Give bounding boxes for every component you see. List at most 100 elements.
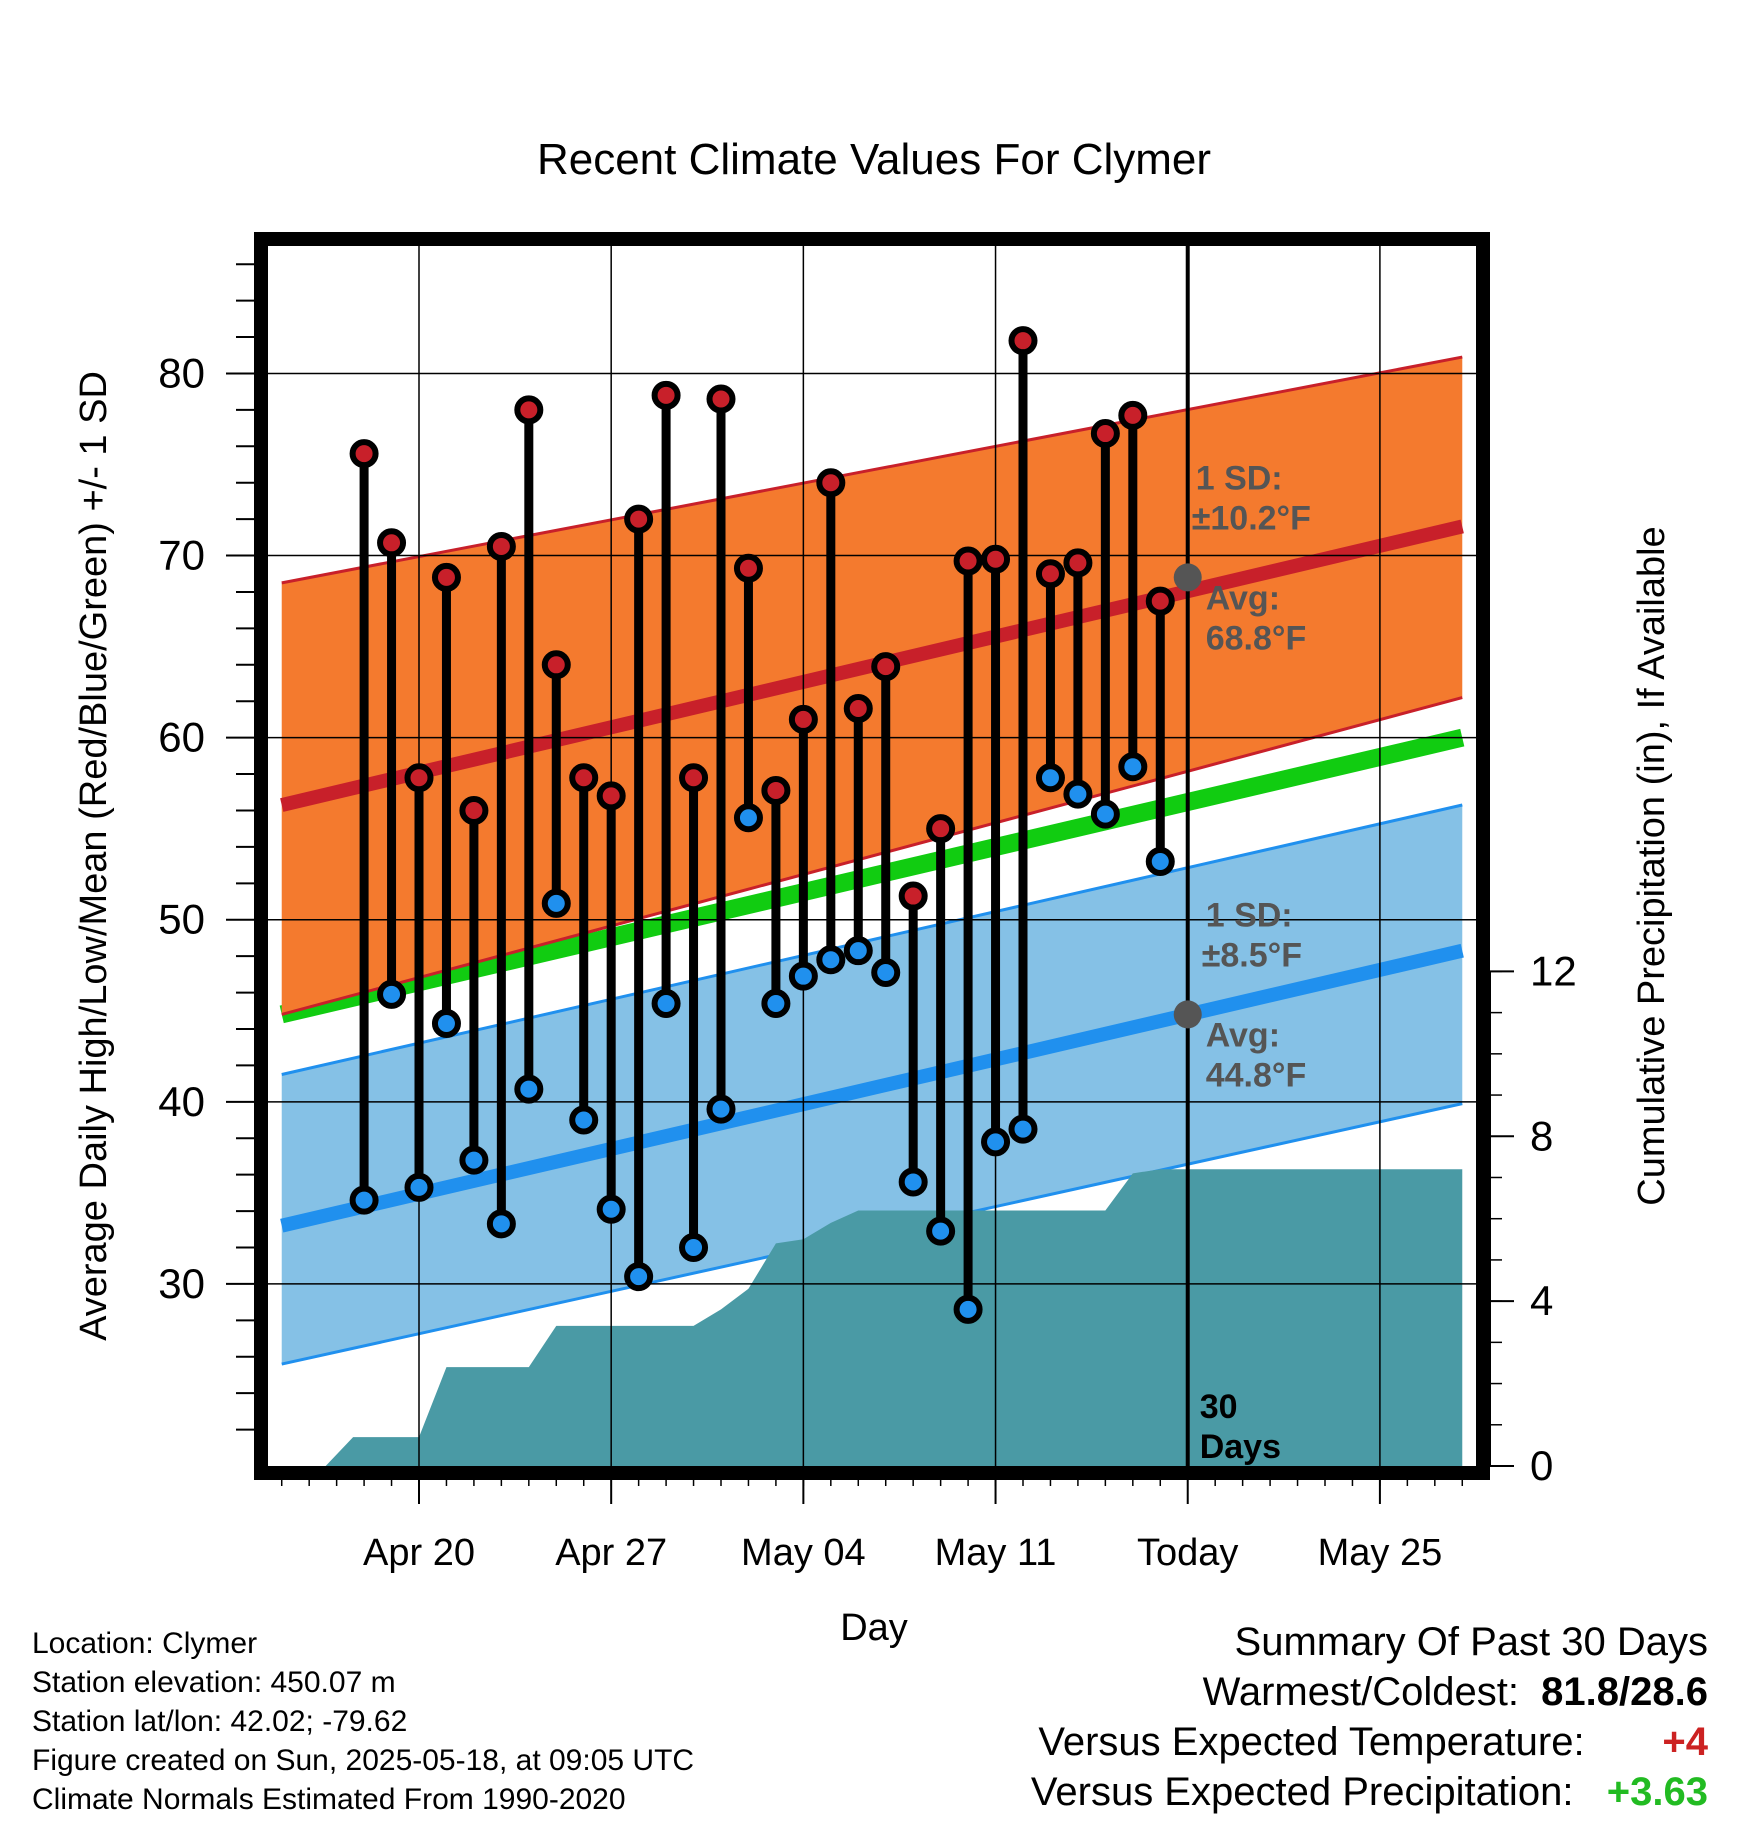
high-point: [1063, 548, 1093, 578]
high-point: [624, 504, 654, 534]
footer-elevation: Station elevation: 450.07 m: [32, 1666, 396, 1699]
summary-warmest-value: 81.8/28.6: [1541, 1670, 1708, 1714]
high-point: [761, 775, 791, 805]
summary-temp-row: Versus Expected Temperature: +4: [1038, 1720, 1708, 1765]
high-point: [349, 439, 379, 469]
summary-precip-value: +3.63: [1606, 1770, 1708, 1814]
footer-normals: Climate Normals Estimated From 1990-2020: [32, 1783, 626, 1816]
low-point: [1118, 752, 1148, 782]
footer-latlon: Station lat/lon: 42.02; -79.62: [32, 1705, 408, 1738]
high-point: [981, 544, 1011, 574]
high-point: [926, 814, 956, 844]
low-avg-value: 44.8°F: [1206, 1056, 1307, 1094]
low-point: [981, 1127, 1011, 1157]
high-sd-value: ±10.2°F: [1192, 499, 1311, 537]
summary-precip-row: Versus Expected Precipitation: +3.63: [1031, 1770, 1708, 1815]
x-tick-label: May 11: [935, 1532, 1057, 1574]
x-tick-label: Today: [1137, 1532, 1238, 1574]
high-point: [898, 881, 928, 911]
y-tick-label: 30: [158, 1260, 205, 1307]
high-point: [1035, 559, 1065, 589]
y2-tick-label: 8: [1530, 1112, 1553, 1159]
low-point: [1063, 779, 1093, 809]
summary-precip-label: Versus Expected Precipitation:: [1030, 1770, 1574, 1814]
low-sd-label: 1 SD:: [1206, 896, 1293, 934]
high-point: [871, 652, 901, 682]
low-point: [569, 1105, 599, 1135]
high-point: [596, 781, 626, 811]
plot-area: [268, 246, 1476, 1466]
low-point: [1090, 799, 1120, 829]
high-point: [486, 531, 516, 561]
low-point: [1035, 763, 1065, 793]
low-point: [596, 1194, 626, 1224]
summary-heading: Summary Of Past 30 Days: [1234, 1620, 1708, 1664]
low-sd-value: ±8.5°F: [1202, 936, 1302, 974]
summary-temp-value: +4: [1662, 1720, 1708, 1764]
low-point: [733, 803, 763, 833]
high-point: [1145, 586, 1175, 616]
low-point: [624, 1262, 654, 1292]
high-point: [733, 553, 763, 583]
high-point: [816, 468, 846, 498]
low-point: [843, 936, 873, 966]
y2-axis-title: Cumulative Precipitation (in), If Availa…: [1631, 526, 1673, 1205]
x-tick-label: May 04: [741, 1532, 866, 1574]
low-point: [953, 1294, 983, 1324]
high-point: [1008, 326, 1038, 356]
low-sd-band-upper-edge: [281, 803, 1463, 1076]
high-point: [953, 546, 983, 576]
y2-tick-label: 4: [1530, 1277, 1553, 1324]
x-tick-label: Apr 20: [363, 1532, 475, 1574]
low-point: [486, 1209, 516, 1239]
high-sd-band-lower-edge: [281, 696, 1463, 1016]
high-avg-label: Avg:: [1206, 579, 1280, 617]
low-point: [926, 1216, 956, 1246]
chart-title: Recent Climate Values For Clymer: [537, 135, 1211, 184]
y-tick-label: 40: [158, 1078, 205, 1125]
today-days-label-1: 30: [1200, 1388, 1238, 1426]
y-tick-label: 80: [158, 349, 205, 396]
high-sd-band: [281, 357, 1463, 1015]
today-days-label-2: Days: [1200, 1428, 1281, 1466]
low-point: [1145, 846, 1175, 876]
mean-normal-line: [279, 728, 1465, 1024]
y2-tick-label: 12: [1530, 947, 1577, 994]
high-point: [788, 704, 818, 734]
high-point: [541, 650, 571, 680]
low-point: [871, 958, 901, 988]
low-point: [706, 1094, 736, 1124]
high-sd-band-upper-edge: [281, 355, 1463, 585]
summary-warmest-label: Warmest/Coldest:: [1202, 1670, 1519, 1714]
low-point: [679, 1232, 709, 1262]
y-tick-label: 50: [158, 896, 205, 943]
x-tick-label: May 25: [1318, 1532, 1443, 1574]
plot-frame: [254, 232, 1490, 1480]
low-point: [514, 1074, 544, 1104]
low-point: [431, 1009, 461, 1039]
high-point: [706, 384, 736, 414]
summary-warmest-row: Warmest/Coldest: 81.8/28.6: [1203, 1670, 1708, 1715]
low-point: [459, 1145, 489, 1175]
high-point: [377, 528, 407, 558]
low-point: [349, 1185, 379, 1215]
high-avg-marker: [1173, 563, 1202, 592]
y-tick-label: 70: [158, 532, 205, 579]
high-point: [1118, 400, 1148, 430]
low-avg-marker: [1173, 1000, 1202, 1029]
footer-location: Location: Clymer: [32, 1627, 258, 1660]
low-point: [788, 961, 818, 991]
high-point: [459, 795, 489, 825]
summary-temp-label: Versus Expected Temperature:: [1038, 1720, 1585, 1764]
high-sd-label: 1 SD:: [1196, 459, 1283, 497]
high-point: [514, 395, 544, 425]
low-avg-label: Avg:: [1206, 1016, 1280, 1054]
high-point: [569, 763, 599, 793]
high-point: [679, 763, 709, 793]
high-point: [1090, 419, 1120, 449]
x-axis-title: Day: [840, 1607, 908, 1649]
low-point: [1008, 1114, 1038, 1144]
y-tick-label: 60: [158, 714, 205, 761]
y2-tick-label: 0: [1530, 1442, 1553, 1489]
